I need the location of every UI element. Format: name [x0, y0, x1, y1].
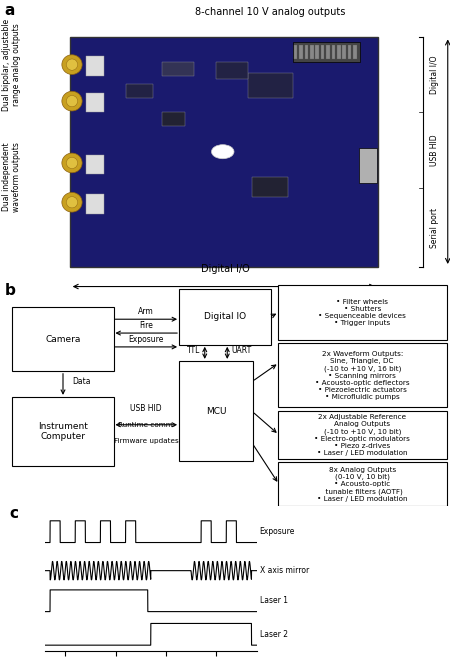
Text: 2x Waveform Outputs:
Sine, Triangle, DC
(-10 to +10 V, 16 bit)
• Scanning mirror: 2x Waveform Outputs: Sine, Triangle, DC …: [315, 351, 410, 399]
Text: Firmware updates: Firmware updates: [114, 438, 179, 444]
Text: Exposure: Exposure: [129, 335, 164, 344]
Bar: [353, 45, 357, 59]
FancyBboxPatch shape: [179, 290, 271, 344]
Text: Dual independent
waveform outputs: Dual independent waveform outputs: [1, 142, 21, 212]
Text: UART: UART: [232, 346, 252, 355]
Text: Digital I/O: Digital I/O: [201, 264, 249, 274]
Text: USB HID: USB HID: [430, 134, 439, 166]
Text: Arm: Arm: [139, 307, 154, 316]
Text: Laser 2: Laser 2: [260, 630, 288, 639]
Text: Instrument
Computer: Instrument Computer: [38, 422, 88, 441]
FancyBboxPatch shape: [278, 462, 447, 506]
Text: Runtime comm.: Runtime comm.: [118, 422, 175, 428]
FancyBboxPatch shape: [278, 410, 447, 459]
Bar: [337, 45, 341, 59]
Ellipse shape: [62, 153, 82, 173]
Bar: [299, 45, 303, 59]
Bar: [162, 61, 194, 76]
Text: Laser 1: Laser 1: [260, 596, 288, 605]
Text: • Filter wheels
• Shutters
• Sequenceable devices
• Trigger inputs: • Filter wheels • Shutters • Sequenceabl…: [318, 299, 406, 326]
Bar: [310, 45, 314, 59]
Bar: [332, 45, 335, 59]
Text: 2x Adjustable Reference
Analog Outputs
(-10 to +10 V, 10 bit)
• Electro-optic mo: 2x Adjustable Reference Analog Outputs (…: [314, 414, 410, 455]
Text: Fire: Fire: [140, 321, 153, 330]
Text: 8x Analog Outputs
(0-10 V, 10 bit)
• Acousto-optic
  tunable filters (AOTF)
• La: 8x Analog Outputs (0-10 V, 10 bit) • Aco…: [317, 467, 408, 502]
Bar: [252, 177, 288, 197]
Bar: [294, 45, 297, 59]
Bar: [86, 194, 104, 214]
Text: Data: Data: [72, 377, 90, 386]
Bar: [86, 93, 104, 112]
FancyBboxPatch shape: [179, 361, 253, 461]
Text: Serial port: Serial port: [430, 208, 439, 248]
FancyBboxPatch shape: [278, 343, 447, 407]
Bar: [315, 45, 319, 59]
Text: a: a: [4, 3, 15, 18]
Bar: [216, 61, 248, 79]
Text: c: c: [9, 506, 18, 521]
Bar: [321, 45, 324, 59]
Text: USB HID: USB HID: [130, 405, 162, 413]
Ellipse shape: [67, 59, 77, 70]
Ellipse shape: [62, 192, 82, 212]
Ellipse shape: [67, 197, 77, 208]
FancyBboxPatch shape: [70, 36, 378, 267]
Text: Digital IO: Digital IO: [204, 313, 246, 321]
Text: Dual bipolar, adjustable
range analog outputs: Dual bipolar, adjustable range analog ou…: [1, 19, 21, 110]
Ellipse shape: [62, 55, 82, 75]
FancyBboxPatch shape: [359, 148, 377, 183]
FancyBboxPatch shape: [12, 307, 114, 371]
FancyBboxPatch shape: [12, 397, 114, 466]
Bar: [292, 42, 360, 61]
Ellipse shape: [67, 157, 77, 169]
Bar: [305, 45, 308, 59]
Text: 127 mm: 127 mm: [203, 301, 244, 311]
Bar: [248, 73, 292, 98]
Bar: [86, 155, 104, 174]
FancyBboxPatch shape: [278, 285, 447, 340]
Ellipse shape: [62, 91, 82, 111]
Text: TTL: TTL: [187, 346, 200, 355]
Text: X axis mirror: X axis mirror: [260, 566, 309, 575]
Text: Exposure: Exposure: [260, 527, 295, 536]
Text: Digital I/O: Digital I/O: [430, 56, 439, 94]
Text: MCU: MCU: [206, 407, 226, 416]
Bar: [86, 56, 104, 76]
Circle shape: [212, 145, 234, 159]
Text: 8-channel 10 V analog outputs: 8-channel 10 V analog outputs: [195, 7, 345, 17]
Text: Camera: Camera: [45, 335, 81, 344]
Ellipse shape: [67, 95, 77, 107]
Bar: [326, 45, 330, 59]
Bar: [348, 45, 351, 59]
Bar: [162, 112, 184, 126]
Text: b: b: [4, 283, 15, 298]
Bar: [342, 45, 346, 59]
Bar: [126, 85, 153, 98]
